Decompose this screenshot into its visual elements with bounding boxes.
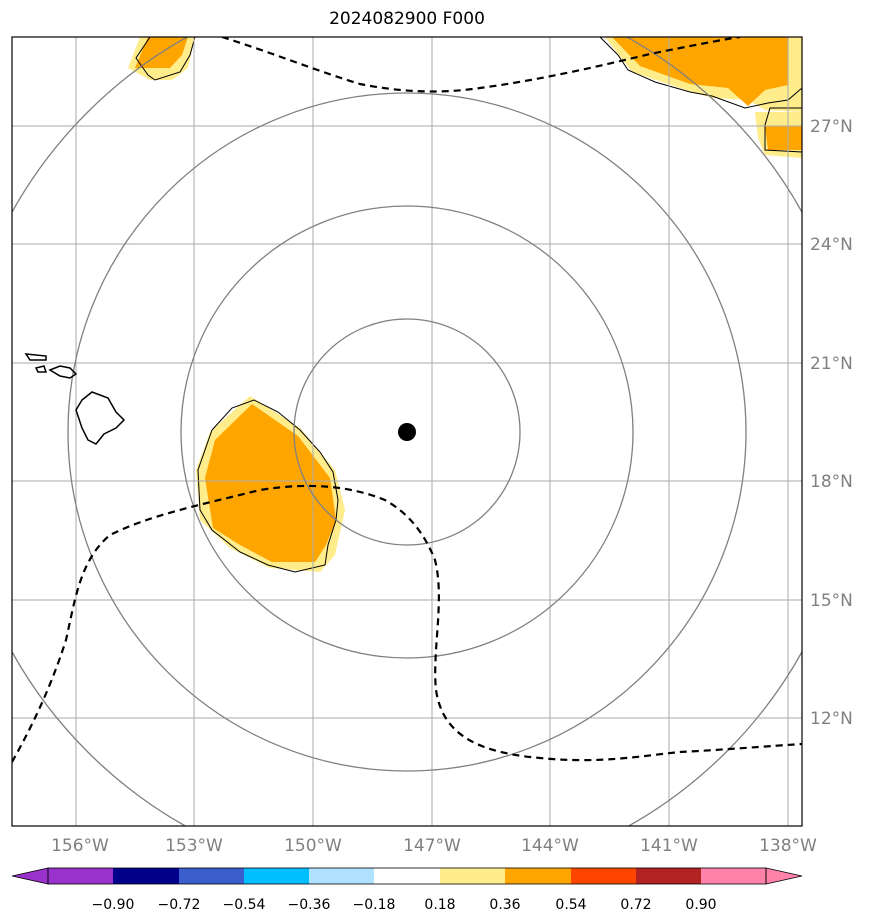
graticule	[12, 37, 802, 826]
colorbar-tick-label: −0.36	[288, 897, 331, 913]
colorbar-segment	[374, 868, 440, 884]
storm-center-marker	[398, 423, 416, 441]
colorbar-tick-label: −0.90	[92, 897, 135, 913]
lon-label: 150°W	[284, 836, 342, 856]
colorbar-segment	[309, 868, 374, 884]
colorbar-tick-label: −0.72	[158, 897, 201, 913]
colorbar-tick-label: 0.54	[555, 897, 586, 913]
colorbar-segment	[244, 868, 309, 884]
lon-label: 153°W	[165, 836, 223, 856]
colorbar-segment	[48, 868, 113, 884]
colorbar-arrow-low	[11, 867, 49, 885]
island-big-island	[75, 391, 126, 445]
colorbar-segment	[505, 868, 571, 884]
range-ring-2	[180, 205, 634, 659]
lon-label: 141°W	[640, 836, 698, 856]
colorbar-frame	[47, 867, 767, 885]
dashed-contour-north	[221, 37, 741, 93]
colorbar-tick-label: 0.90	[685, 897, 716, 913]
lon-label: 147°W	[403, 836, 461, 856]
island-maui	[48, 365, 78, 379]
colorbar-tick-label: 0.72	[620, 897, 651, 913]
lat-label: 21°N	[810, 354, 853, 374]
anomaly-shading	[128, 37, 802, 572]
colorbar-segment	[636, 868, 701, 884]
range-ring-4	[12, 37, 802, 826]
colorbar-segment	[440, 868, 505, 884]
map-frame	[11, 36, 803, 827]
contour-outline-ne	[599, 37, 802, 109]
lon-label: 156°W	[51, 836, 109, 856]
colorbar-segment	[571, 868, 636, 884]
map-title: 2024082900 F000	[329, 9, 485, 29]
lon-label: 144°W	[521, 836, 579, 856]
range-ring-1	[293, 318, 521, 546]
colorbar-segment	[701, 868, 766, 884]
lon-tick-labels: 156°W 153°W 150°W 147°W 144°W 141°W 138°…	[51, 836, 817, 856]
lat-label: 27°N	[810, 117, 853, 137]
contour-outline-nw	[135, 37, 196, 81]
contour-outline-ne2	[764, 107, 802, 153]
shading-orange-ne2	[765, 126, 802, 150]
lat-label: 18°N	[810, 472, 853, 492]
hawaii-coastline	[24, 353, 126, 445]
lon-label: 138°W	[759, 836, 817, 856]
colorbar-tick-label: 0.18	[424, 897, 455, 913]
contour-outline-west	[197, 399, 339, 573]
lat-label: 12°N	[810, 709, 853, 729]
colorbar-tick-label: −0.18	[353, 897, 396, 913]
range-rings	[12, 37, 802, 826]
range-ring-3	[67, 92, 747, 772]
lat-label: 24°N	[810, 235, 853, 255]
lat-label: 15°N	[810, 591, 853, 611]
colorbar-tick-label: 0.36	[489, 897, 520, 913]
dashed-contour-south	[12, 484, 802, 763]
colorbar: −0.90 −0.72 −0.54 −0.36 −0.18 0.18 0.36 0.54 0.7…	[11, 867, 803, 913]
colorbar-segment	[179, 868, 244, 884]
lat-tick-labels: 12°N 15°N 18°N 21°N 24°N 27°N	[810, 117, 853, 729]
island-oahu	[24, 353, 47, 361]
shading-orange-west	[205, 404, 336, 562]
colorbar-segment	[113, 868, 179, 884]
colorbar-tick-label: −0.54	[223, 897, 266, 913]
colorbar-arrow-high	[765, 867, 803, 885]
island-molokai	[34, 365, 48, 373]
